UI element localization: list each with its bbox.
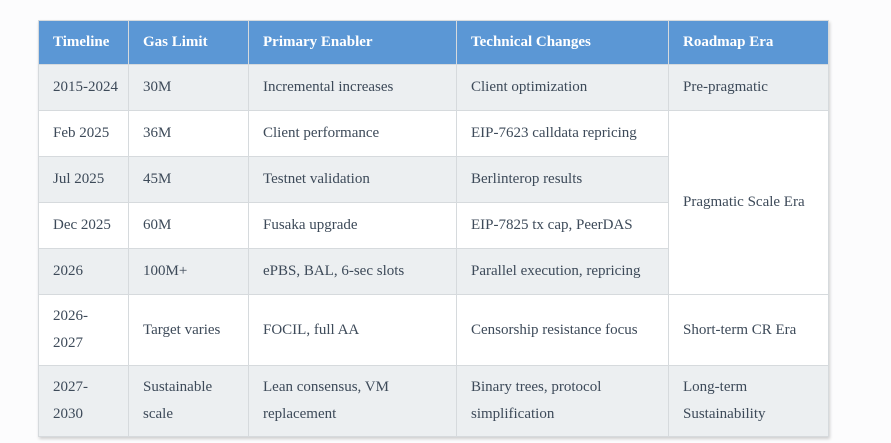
cell-gas-limit: 100M+ <box>128 248 249 295</box>
cell-timeline: 2026- 2027 <box>38 294 129 366</box>
cell-primary-enabler: Testnet validation <box>248 156 457 203</box>
cell-timeline: 2026 <box>38 248 129 295</box>
column-header-technical-changes: Technical Changes <box>456 20 669 65</box>
cell-timeline: Feb 2025 <box>38 110 129 157</box>
cell-roadmap-era: Pre-pragmatic <box>668 64 829 111</box>
table-row: Feb 2025 36M Client performance EIP-7623… <box>38 110 829 295</box>
cell-primary-enabler: Fusaka upgrade <box>248 202 457 249</box>
roadmap-table-container: Timeline Gas Limit Primary Enabler Techn… <box>38 20 829 437</box>
cell-roadmap-era: Short-term CR Era <box>668 294 829 366</box>
cell-technical-changes: Parallel execution, repricing <box>456 248 669 295</box>
cell-technical-changes: Berlinterop results <box>456 156 669 203</box>
cell-roadmap-era-merged: Pragmatic Scale Era <box>668 110 829 295</box>
cell-technical-changes: Client optimization <box>456 64 669 111</box>
cell-gas-limit: Sustainable scale <box>128 365 249 437</box>
cell-timeline: Dec 2025 <box>38 202 129 249</box>
cell-primary-enabler: Incremental increases <box>248 64 457 111</box>
cell-technical-changes: Binary trees, protocol simplification <box>456 365 669 437</box>
table-row: 2026 100M+ ePBS, BAL, 6-sec slots Parall… <box>38 248 829 295</box>
table-row: 2015-2024 30M Incremental increases Clie… <box>38 64 829 111</box>
table-header: Timeline Gas Limit Primary Enabler Techn… <box>38 20 829 65</box>
cell-gas-limit: 60M <box>128 202 249 249</box>
column-header-timeline: Timeline <box>38 20 129 65</box>
cell-primary-enabler: FOCIL, full AA <box>248 294 457 366</box>
header-row: Timeline Gas Limit Primary Enabler Techn… <box>38 20 829 65</box>
cell-gas-limit: 30M <box>128 64 249 111</box>
cell-technical-changes: EIP-7623 calldata repricing <box>456 110 669 157</box>
cell-primary-enabler: Lean consensus, VM replacement <box>248 365 457 437</box>
cell-timeline: 2027- 2030 <box>38 365 129 437</box>
cell-timeline: Jul 2025 <box>38 156 129 203</box>
cell-primary-enabler: ePBS, BAL, 6-sec slots <box>248 248 457 295</box>
cell-technical-changes: EIP-7825 tx cap, PeerDAS <box>456 202 669 249</box>
cell-timeline: 2015-2024 <box>38 64 129 111</box>
table-row: Jul 2025 45M Testnet validation Berlinte… <box>38 156 829 203</box>
gas-limit-roadmap-table: Timeline Gas Limit Primary Enabler Techn… <box>38 20 829 437</box>
cell-gas-limit: Target varies <box>128 294 249 366</box>
cell-primary-enabler: Client performance <box>248 110 457 157</box>
column-header-gas-limit: Gas Limit <box>128 20 249 65</box>
column-header-primary-enabler: Primary Enabler <box>248 20 457 65</box>
table-body: 2015-2024 30M Incremental increases Clie… <box>38 64 829 437</box>
cell-technical-changes: Censorship resistance focus <box>456 294 669 366</box>
cell-roadmap-era: Long-term Sustainability <box>668 365 829 437</box>
cell-gas-limit: 45M <box>128 156 249 203</box>
table-row: Dec 2025 60M Fusaka upgrade EIP-7825 tx … <box>38 202 829 249</box>
cell-gas-limit: 36M <box>128 110 249 157</box>
table-row: 2026- 2027 Target varies FOCIL, full AA … <box>38 294 829 366</box>
table-row: 2027- 2030 Sustainable scale Lean consen… <box>38 365 829 437</box>
column-header-roadmap-era: Roadmap Era <box>668 20 829 65</box>
